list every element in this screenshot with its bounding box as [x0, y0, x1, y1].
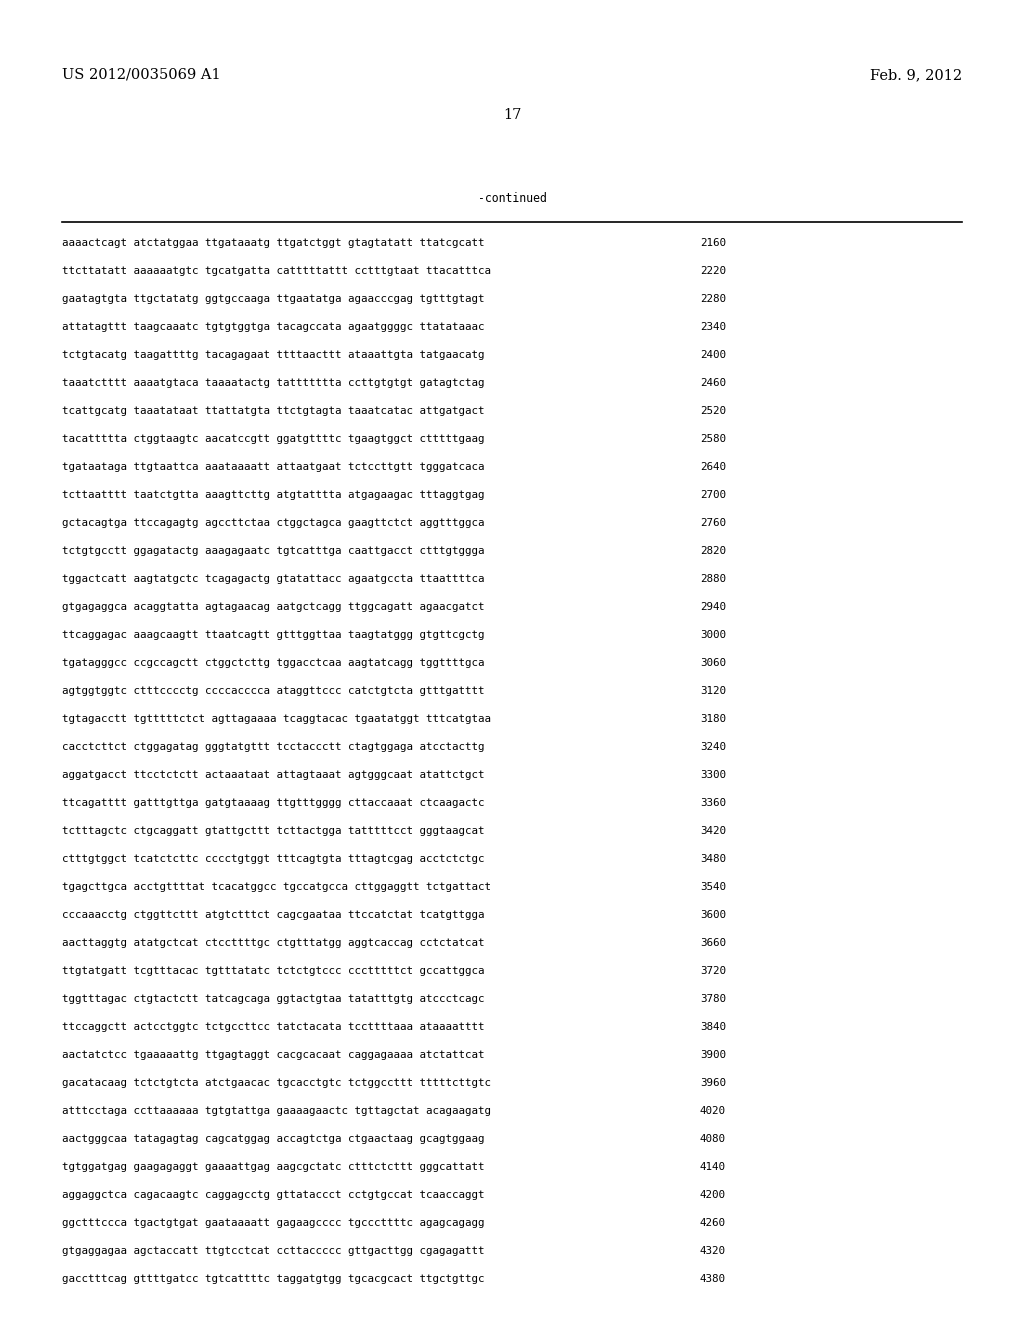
Text: tgtagacctt tgtttttctct agttagaaaa tcaggtacac tgaatatggt tttcatgtaa: tgtagacctt tgtttttctct agttagaaaa tcaggt… [62, 714, 490, 723]
Text: 3840: 3840 [700, 1022, 726, 1032]
Text: 2520: 2520 [700, 407, 726, 416]
Text: 2280: 2280 [700, 294, 726, 304]
Text: 2760: 2760 [700, 517, 726, 528]
Text: gctacagtga ttccagagtg agccttctaa ctggctagca gaagttctct aggtttggca: gctacagtga ttccagagtg agccttctaa ctggcta… [62, 517, 484, 528]
Text: agtggtggtc ctttcccctg ccccacccca ataggttccc catctgtcta gtttgatttt: agtggtggtc ctttcccctg ccccacccca ataggtt… [62, 686, 484, 696]
Text: 3720: 3720 [700, 966, 726, 975]
Text: tgataataga ttgtaattca aaataaaatt attaatgaat tctccttgtt tgggatcaca: tgataataga ttgtaattca aaataaaatt attaatg… [62, 462, 484, 473]
Text: -continued: -continued [477, 191, 547, 205]
Text: tcttaatttt taatctgtta aaagttcttg atgtatttta atgagaagac tttaggtgag: tcttaatttt taatctgtta aaagttcttg atgtatt… [62, 490, 484, 500]
Text: gtgaggagaa agctaccatt ttgtcctcat ccttaccccc gttgacttgg cgagagattt: gtgaggagaa agctaccatt ttgtcctcat ccttacc… [62, 1246, 484, 1257]
Text: 2340: 2340 [700, 322, 726, 333]
Text: 2460: 2460 [700, 378, 726, 388]
Text: 4260: 4260 [700, 1218, 726, 1228]
Text: 2700: 2700 [700, 490, 726, 500]
Text: 4380: 4380 [700, 1274, 726, 1284]
Text: tgatagggcc ccgccagctt ctggctcttg tggacctcaa aagtatcagg tggttttgca: tgatagggcc ccgccagctt ctggctcttg tggacct… [62, 657, 484, 668]
Text: 3780: 3780 [700, 994, 726, 1005]
Text: gtgagaggca acaggtatta agtagaacag aatgctcagg ttggcagatt agaacgatct: gtgagaggca acaggtatta agtagaacag aatgctc… [62, 602, 484, 612]
Text: 3240: 3240 [700, 742, 726, 752]
Text: 3180: 3180 [700, 714, 726, 723]
Text: 2220: 2220 [700, 267, 726, 276]
Text: 2940: 2940 [700, 602, 726, 612]
Text: 3900: 3900 [700, 1049, 726, 1060]
Text: 3300: 3300 [700, 770, 726, 780]
Text: ttcaggagac aaagcaagtt ttaatcagtt gtttggttaa taagtatggg gtgttcgctg: ttcaggagac aaagcaagtt ttaatcagtt gtttggt… [62, 630, 484, 640]
Text: 2400: 2400 [700, 350, 726, 360]
Text: Feb. 9, 2012: Feb. 9, 2012 [869, 69, 962, 82]
Text: ttccaggctt actcctggtc tctgccttcc tatctacata tccttttaaa ataaaatttt: ttccaggctt actcctggtc tctgccttcc tatctac… [62, 1022, 484, 1032]
Text: aacttaggtg atatgctcat ctccttttgc ctgtttatgg aggtcaccag cctctatcat: aacttaggtg atatgctcat ctccttttgc ctgttta… [62, 939, 484, 948]
Text: atttcctaga ccttaaaaaa tgtgtattga gaaaagaactc tgttagctat acagaagatg: atttcctaga ccttaaaaaa tgtgtattga gaaaaga… [62, 1106, 490, 1115]
Text: 3600: 3600 [700, 909, 726, 920]
Text: tacattttta ctggtaagtc aacatccgtt ggatgttttc tgaagtggct ctttttgaag: tacattttta ctggtaagtc aacatccgtt ggatgtt… [62, 434, 484, 444]
Text: 2640: 2640 [700, 462, 726, 473]
Text: 2160: 2160 [700, 238, 726, 248]
Text: 3660: 3660 [700, 939, 726, 948]
Text: taaatctttt aaaatgtaca taaaatactg tattttttta ccttgtgtgt gatagtctag: taaatctttt aaaatgtaca taaaatactg tattttt… [62, 378, 484, 388]
Text: tggtttagac ctgtactctt tatcagcaga ggtactgtaa tatatttgtg atccctcagc: tggtttagac ctgtactctt tatcagcaga ggtactg… [62, 994, 484, 1005]
Text: gacatacaag tctctgtcta atctgaacac tgcacctgtc tctggccttt tttttcttgtc: gacatacaag tctctgtcta atctgaacac tgcacct… [62, 1078, 490, 1088]
Text: gacctttcag gttttgatcc tgtcattttc taggatgtgg tgcacgcact ttgctgttgc: gacctttcag gttttgatcc tgtcattttc taggatg… [62, 1274, 484, 1284]
Text: gaatagtgta ttgctatatg ggtgccaaga ttgaatatga agaacccgag tgtttgtagt: gaatagtgta ttgctatatg ggtgccaaga ttgaata… [62, 294, 484, 304]
Text: aggatgacct ttcctctctt actaaataat attagtaaat agtgggcaat atattctgct: aggatgacct ttcctctctt actaaataat attagta… [62, 770, 484, 780]
Text: tgtggatgag gaagagaggt gaaaattgag aagcgctatc ctttctcttt gggcattatt: tgtggatgag gaagagaggt gaaaattgag aagcgct… [62, 1162, 484, 1172]
Text: 4320: 4320 [700, 1246, 726, 1257]
Text: ggctttccca tgactgtgat gaataaaatt gagaagcccc tgcccttttc agagcagagg: ggctttccca tgactgtgat gaataaaatt gagaagc… [62, 1218, 484, 1228]
Text: attatagttt taagcaaatc tgtgtggtga tacagccata agaatggggc ttatataaac: attatagttt taagcaaatc tgtgtggtga tacagcc… [62, 322, 484, 333]
Text: ttcttatatt aaaaaatgtc tgcatgatta catttttattt cctttgtaat ttacatttca: ttcttatatt aaaaaatgtc tgcatgatta cattttt… [62, 267, 490, 276]
Text: tctgtgcctt ggagatactg aaagagaatc tgtcatttga caattgacct ctttgtggga: tctgtgcctt ggagatactg aaagagaatc tgtcatt… [62, 546, 484, 556]
Text: 3540: 3540 [700, 882, 726, 892]
Text: 2820: 2820 [700, 546, 726, 556]
Text: 2880: 2880 [700, 574, 726, 583]
Text: tgagcttgca acctgttttat tcacatggcc tgccatgcca cttggaggtt tctgattact: tgagcttgca acctgttttat tcacatggcc tgccat… [62, 882, 490, 892]
Text: 4020: 4020 [700, 1106, 726, 1115]
Text: 3000: 3000 [700, 630, 726, 640]
Text: 3060: 3060 [700, 657, 726, 668]
Text: 17: 17 [503, 108, 521, 121]
Text: cccaaacctg ctggttcttt atgtctttct cagcgaataa ttccatctat tcatgttgga: cccaaacctg ctggttcttt atgtctttct cagcgaa… [62, 909, 484, 920]
Text: 3120: 3120 [700, 686, 726, 696]
Text: 4080: 4080 [700, 1134, 726, 1144]
Text: 3360: 3360 [700, 799, 726, 808]
Text: 4200: 4200 [700, 1191, 726, 1200]
Text: aggaggctca cagacaagtc caggagcctg gttataccct cctgtgccat tcaaccaggt: aggaggctca cagacaagtc caggagcctg gttatac… [62, 1191, 484, 1200]
Text: tcattgcatg taaatataat ttattatgta ttctgtagta taaatcatac attgatgact: tcattgcatg taaatataat ttattatgta ttctgta… [62, 407, 484, 416]
Text: aaaactcagt atctatggaa ttgataaatg ttgatctggt gtagtatatt ttatcgcatt: aaaactcagt atctatggaa ttgataaatg ttgatct… [62, 238, 484, 248]
Text: tctttagctc ctgcaggatt gtattgcttt tcttactgga tatttttcct gggtaagcat: tctttagctc ctgcaggatt gtattgcttt tcttact… [62, 826, 484, 836]
Text: US 2012/0035069 A1: US 2012/0035069 A1 [62, 69, 220, 82]
Text: aactatctcc tgaaaaattg ttgagtaggt cacgcacaat caggagaaaa atctattcat: aactatctcc tgaaaaattg ttgagtaggt cacgcac… [62, 1049, 484, 1060]
Text: 4140: 4140 [700, 1162, 726, 1172]
Text: tctgtacatg taagattttg tacagagaat ttttaacttt ataaattgta tatgaacatg: tctgtacatg taagattttg tacagagaat ttttaac… [62, 350, 484, 360]
Text: ttcagatttt gatttgttga gatgtaaaag ttgtttgggg cttaccaaat ctcaagactc: ttcagatttt gatttgttga gatgtaaaag ttgtttg… [62, 799, 484, 808]
Text: 3420: 3420 [700, 826, 726, 836]
Text: aactgggcaa tatagagtag cagcatggag accagtctga ctgaactaag gcagtggaag: aactgggcaa tatagagtag cagcatggag accagtc… [62, 1134, 484, 1144]
Text: tggactcatt aagtatgctc tcagagactg gtatattacc agaatgccta ttaattttca: tggactcatt aagtatgctc tcagagactg gtatatt… [62, 574, 484, 583]
Text: ctttgtggct tcatctcttc cccctgtggt tttcagtgta tttagtcgag acctctctgc: ctttgtggct tcatctcttc cccctgtggt tttcagt… [62, 854, 484, 865]
Text: cacctcttct ctggagatag gggtatgttt tcctaccctt ctagtggaga atcctacttg: cacctcttct ctggagatag gggtatgttt tcctacc… [62, 742, 484, 752]
Text: 3960: 3960 [700, 1078, 726, 1088]
Text: ttgtatgatt tcgtttacac tgtttatatc tctctgtccc ccctttttct gccattggca: ttgtatgatt tcgtttacac tgtttatatc tctctgt… [62, 966, 484, 975]
Text: 3480: 3480 [700, 854, 726, 865]
Text: 2580: 2580 [700, 434, 726, 444]
